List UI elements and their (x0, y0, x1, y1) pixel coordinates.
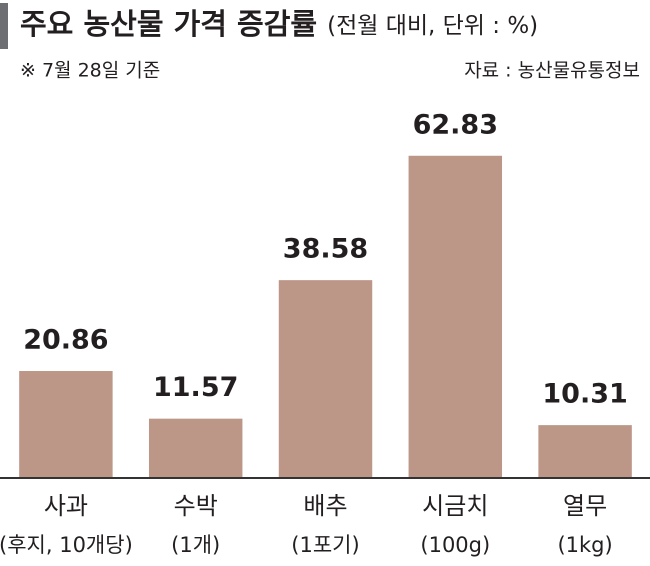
x-tick-note: (1kg) (557, 533, 612, 557)
bar (278, 280, 373, 478)
value-label: 10.31 (542, 379, 627, 410)
x-tick-label: 수박 (174, 492, 218, 520)
value-label: 38.58 (283, 234, 368, 265)
bar (19, 371, 113, 478)
bar (408, 155, 503, 478)
source: 자료 : 농산물유통정보 (464, 60, 640, 82)
title-accent (0, 3, 8, 49)
note: ※ 7월 28일 기준 (20, 60, 160, 82)
x-tick-note: (1개) (171, 533, 220, 557)
x-tick-note: (100g) (420, 533, 490, 557)
title-main: 주요 농산물 가격 증감률 (20, 7, 317, 41)
x-tick-note: (1포기) (291, 533, 359, 557)
value-label: 11.57 (153, 372, 238, 403)
x-tick-label: 시금치 (422, 492, 488, 520)
chart-title: 주요 농산물 가격 증감률 (전월 대비, 단위 : %) (20, 7, 538, 41)
value-label: 62.83 (413, 109, 498, 140)
chart-subtitle: (전월 대비, 단위 : %) (327, 13, 538, 39)
x-tick-label: 배추 (303, 492, 347, 520)
bar (148, 418, 243, 478)
x-tick-note: (후지, 10개당) (0, 533, 133, 557)
x-tick-label: 열무 (563, 492, 607, 520)
x-tick-label: 사과 (44, 492, 88, 520)
bar (538, 425, 632, 478)
value-label: 20.86 (23, 325, 108, 356)
